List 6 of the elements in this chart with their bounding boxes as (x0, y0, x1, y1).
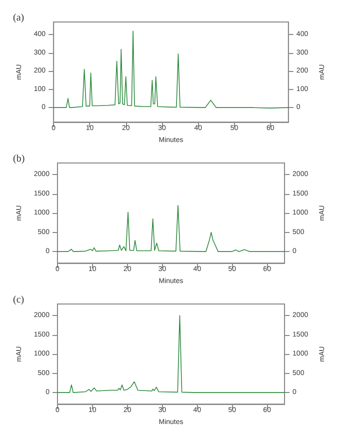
chart-title: (c) (13, 294, 24, 306)
chart-title: (b) (13, 154, 25, 164)
line-series (57, 315, 285, 393)
line-series (53, 30, 289, 108)
chart-title: (a) (13, 12, 24, 24)
line-series (57, 204, 285, 252)
